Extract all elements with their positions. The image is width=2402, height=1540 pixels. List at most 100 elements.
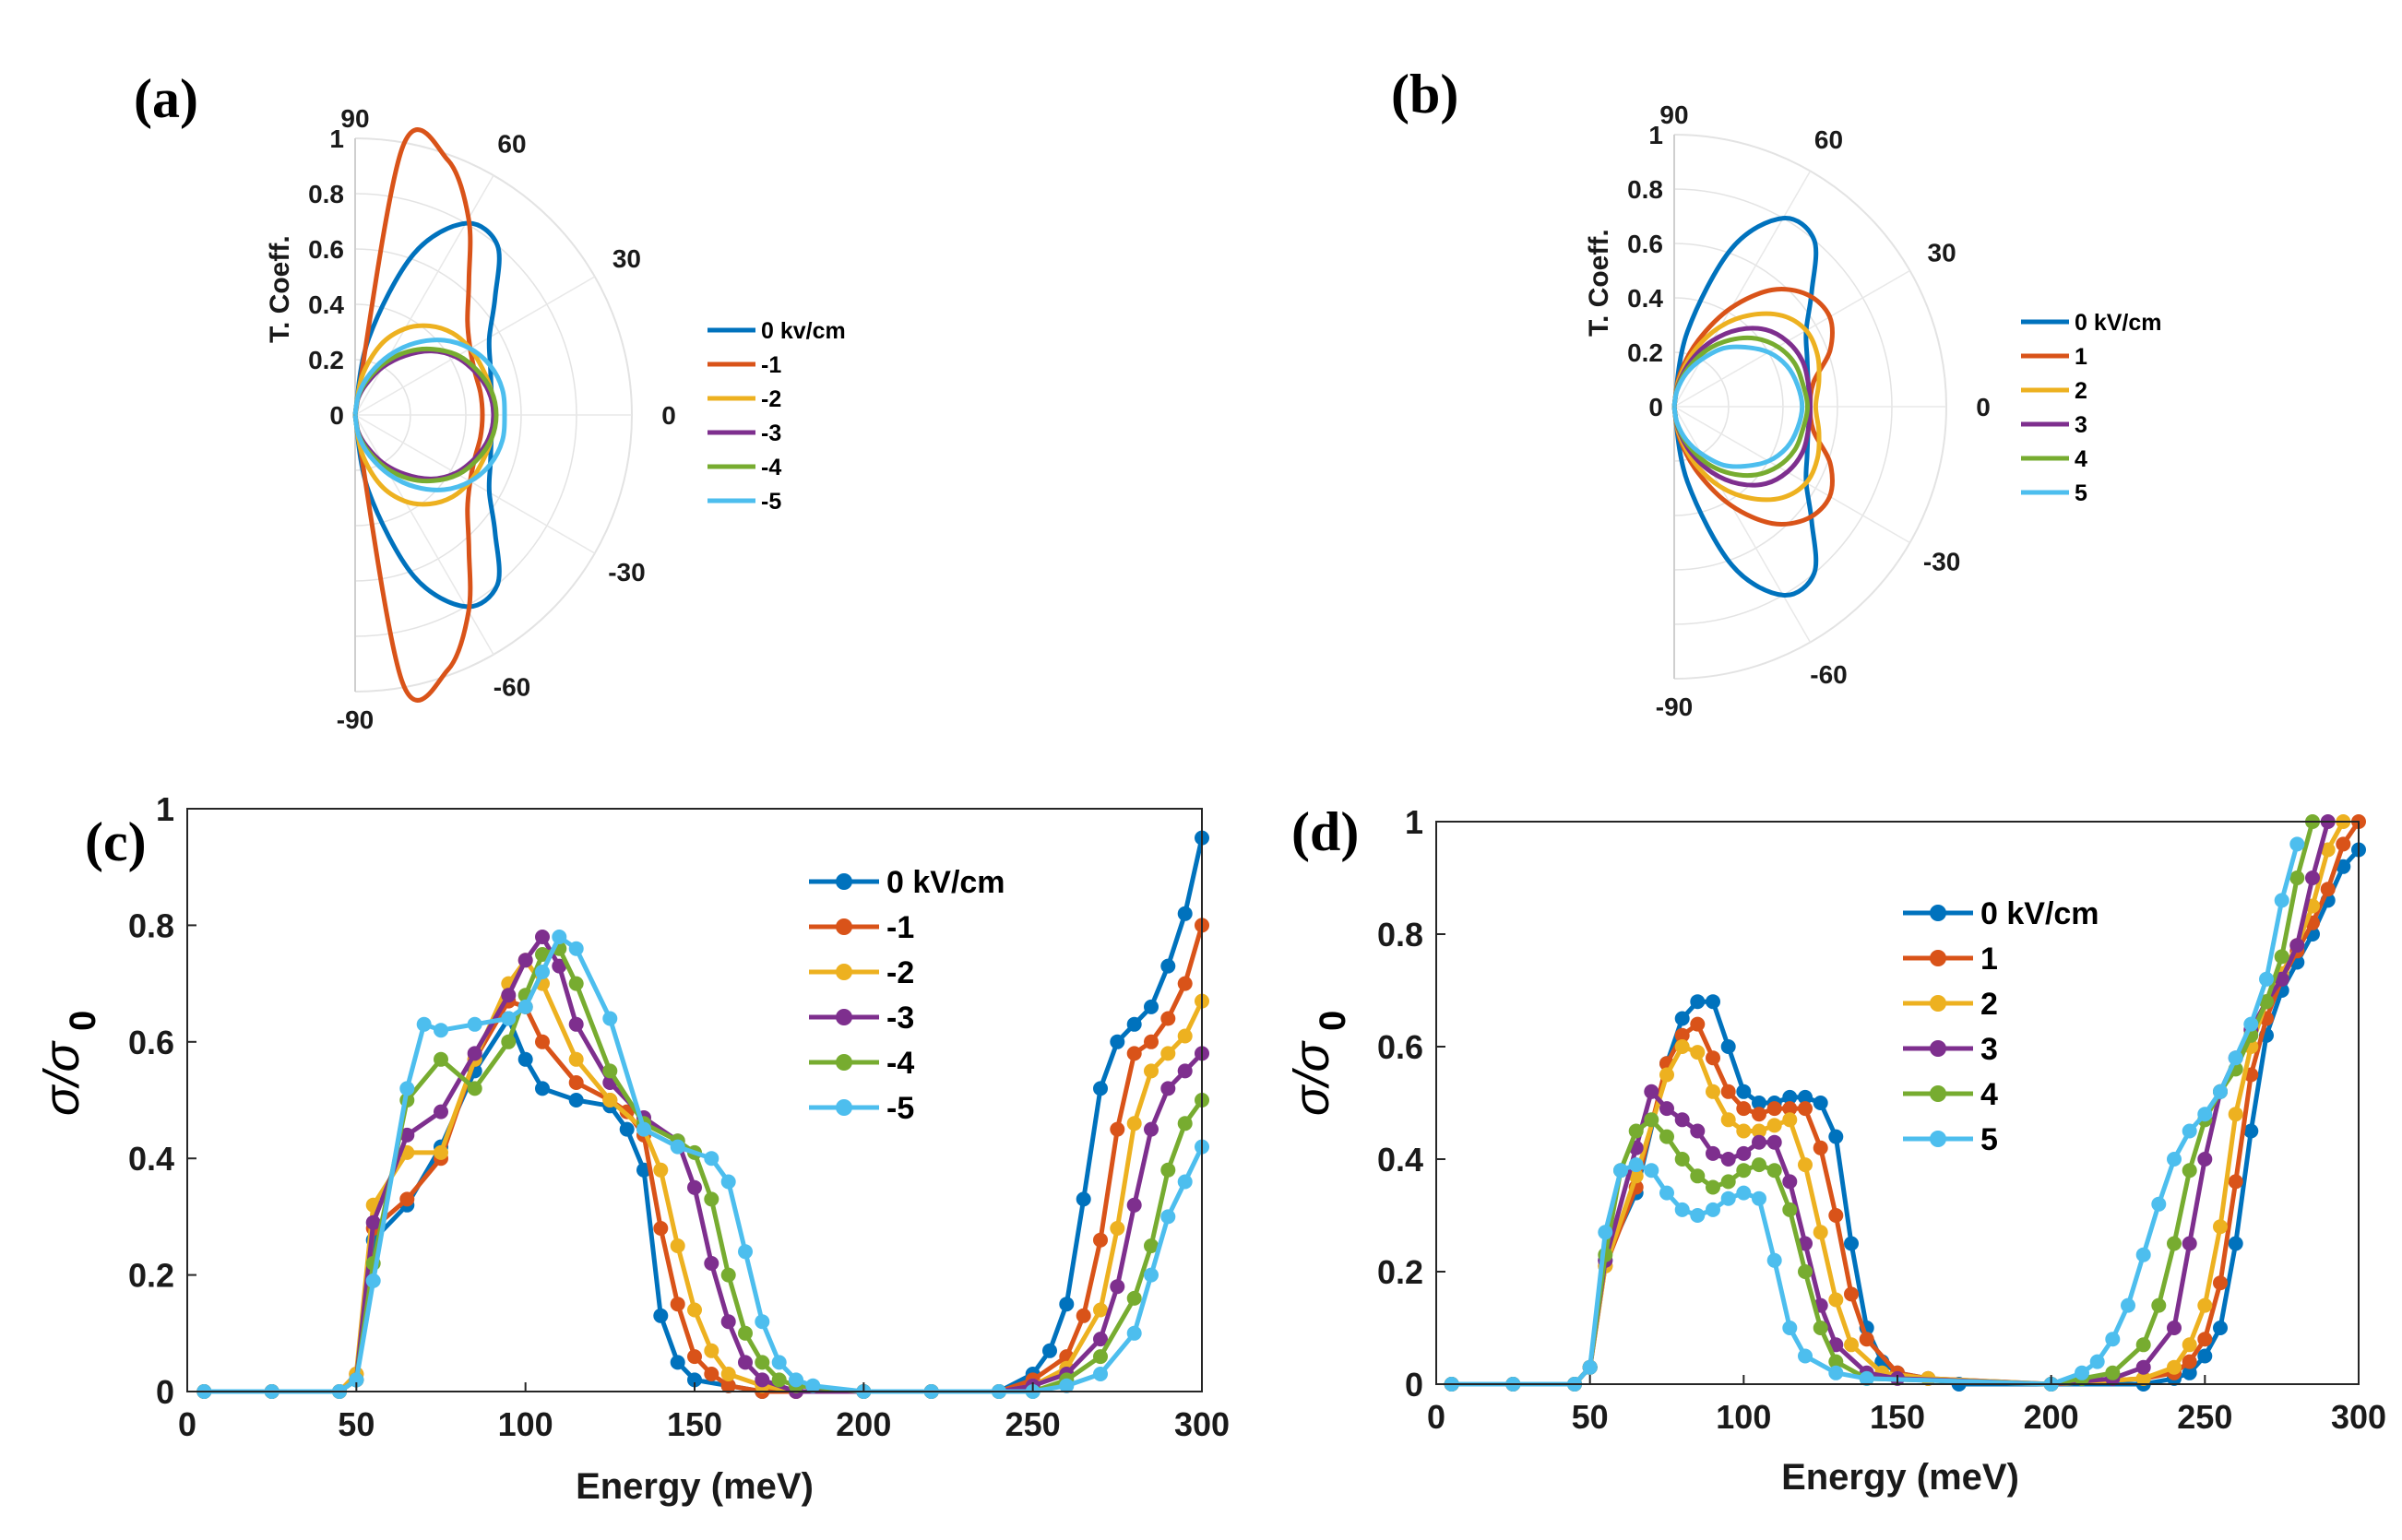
panel-d-data-point: [2274, 893, 2289, 908]
panel-d-data-point: [1813, 1225, 1828, 1240]
panel-d-data-point: [1798, 1264, 1813, 1279]
panel-d-data-point: [1828, 1365, 1844, 1380]
panel-a-radial-axis-label: T. Coeff.: [265, 235, 295, 343]
panel-d-frame: [1436, 822, 2359, 1384]
panel-c-data-point: [619, 1121, 635, 1137]
panel-c-data-point: [552, 930, 567, 944]
panel-c-data-point: [552, 958, 567, 974]
panel-d-data-point: [1644, 1084, 1659, 1099]
panel-d-label: (d): [1291, 801, 1359, 862]
panel-d-legend-marker: [1930, 1131, 1946, 1147]
panel-d-data-point: [2167, 1321, 2182, 1335]
panel-d-data-point: [2197, 1152, 2213, 1167]
panel-b-angle-tick-label: 0: [1976, 393, 1991, 421]
panel-c-data-point: [501, 1034, 517, 1049]
panel-d-data-point: [1690, 1123, 1706, 1139]
panel-d-data-point: [1782, 1112, 1798, 1128]
panel-b-angle-tick-label: 60: [1814, 125, 1843, 154]
panel-c-data-point: [687, 1372, 702, 1388]
panel-c-data-point: [568, 941, 584, 956]
panel-c-legend-label: -4: [886, 1046, 914, 1081]
panel-c-data-point: [535, 930, 550, 944]
panel-d-y-tick-label: 0.8: [1377, 916, 1423, 954]
panel-a-angle-tick-label: 0: [661, 401, 676, 430]
panel-d-x-tick-label: 300: [2331, 1398, 2386, 1436]
panel-c-data-point: [1126, 1046, 1142, 1061]
panel-b-legend-label: 0 kV/cm: [2075, 310, 2162, 336]
panel-d-data-point: [1582, 1359, 1598, 1375]
panel-c-legend-marker: [836, 1054, 852, 1071]
panel-d-legend: 0 kV/cm 1 2 3 4 5: [1903, 896, 2099, 1157]
panel-b-angle-tick-label: -90: [1656, 693, 1693, 721]
panel-d-data-point: [1706, 1145, 1720, 1161]
panel-b-radial-tick-label: 0.6: [1627, 230, 1663, 258]
panel-d-data-point: [1798, 1101, 1813, 1117]
panel-b-angle-tick-label: 30: [1928, 239, 1956, 267]
panel-a-radial-tick-label: 0.8: [308, 180, 344, 208]
panel-c-data-point: [738, 1325, 753, 1341]
panel-d-y-tick-label: 0.4: [1377, 1141, 1423, 1179]
panel-c-plot-area: [187, 809, 1202, 1392]
panel-d-series: [1444, 814, 2366, 1392]
panel-c-x-tick-label: 200: [836, 1405, 891, 1443]
panel-d-legend-marker: [1930, 950, 1946, 966]
panel-d-x-axis-label: Energy (meV): [1781, 1457, 2019, 1498]
panel-c-data-point: [653, 1221, 669, 1236]
panel-c-data-point: [568, 1016, 584, 1032]
panel-b-curve-4: [1671, 335, 1811, 479]
panel-d-data-point: [1782, 1321, 1798, 1335]
panel-d-data-point: [2228, 1050, 2243, 1066]
panel-c-data-point: [535, 1081, 550, 1096]
panel-c-x-tick-label: 300: [1174, 1405, 1230, 1443]
panel-d-data-point: [2182, 1365, 2197, 1380]
panel-d-legend-marker: [1930, 905, 1946, 921]
panel-c-data-point: [1110, 1279, 1125, 1295]
panel-d-data-point: [1828, 1208, 1844, 1223]
panel-d-data-point: [1674, 1112, 1690, 1128]
panel-d-data-point: [1628, 1123, 1644, 1139]
panel-a-legend: 0 kv/cm -1 -2 -3 -4 -5: [708, 318, 846, 515]
panel-a-angle-tick-label: -90: [337, 705, 374, 734]
panel-c-data-point: [535, 1034, 550, 1049]
panel-c-data-point: [1126, 1016, 1142, 1032]
panel-d-x-tick-label: 150: [1870, 1398, 1925, 1436]
panel-c-data-point: [1110, 1221, 1125, 1236]
panel-c-data-point: [670, 1238, 685, 1253]
panel-c-data-point: [501, 988, 517, 1003]
panel-c-data-point: [1126, 1116, 1142, 1131]
panel-d-data-point: [1736, 1084, 1752, 1099]
panel-a-angle-tick-label: -60: [493, 672, 530, 701]
panel-d-y-axis-label: σ/σ 0: [1284, 1011, 1353, 1116]
panel-a-angle-tick-label: 30: [612, 244, 641, 273]
panel-c-data-point: [467, 1016, 482, 1032]
panel-c-y-axis-label: σ/σ 0: [34, 1011, 103, 1116]
panel-d-data-point: [1766, 1252, 1782, 1268]
panel-c-data-point: [517, 953, 533, 968]
panel-d-data-point: [1752, 1157, 1766, 1173]
panel-d-data-point: [2197, 1332, 2213, 1347]
panel-d-data-point: [2197, 1107, 2213, 1122]
panel-a-curve-4: [352, 346, 499, 484]
panel-d-legend-label: 5: [1980, 1122, 1998, 1157]
panel-d-data-point: [1720, 1152, 1736, 1167]
panel-d-y-axis-label-main: σ/σ: [1284, 1040, 1339, 1117]
panel-d-data-point: [1736, 1145, 1752, 1161]
panel-c-data-point: [1144, 1063, 1159, 1079]
panel-d-data-point: [2135, 1337, 2151, 1353]
panel-d-data-point: [1720, 1112, 1736, 1128]
panel-b-curve-5: [1671, 344, 1805, 469]
panel-d-data-point: [2197, 1297, 2213, 1313]
panel-c-data-point: [1059, 1297, 1075, 1312]
panel-c-data-point: [416, 1016, 432, 1032]
panel-c-data-point: [501, 1011, 517, 1026]
panel-d-data-point: [1690, 1016, 1706, 1032]
panel-c-data-point: [602, 1093, 618, 1108]
panel-b-curve-2: [1671, 311, 1822, 503]
panel-d-data-point: [1844, 1236, 1859, 1251]
panel-d-data-point: [2213, 1321, 2228, 1335]
panel-a-legend-label: -5: [761, 489, 781, 515]
panel-d-data-point: [2135, 1370, 2151, 1386]
panel-c-data-point: [670, 1355, 685, 1370]
panel-c-y-tick-label: 1: [156, 790, 174, 828]
panel-d-data-point: [2151, 1297, 2167, 1313]
